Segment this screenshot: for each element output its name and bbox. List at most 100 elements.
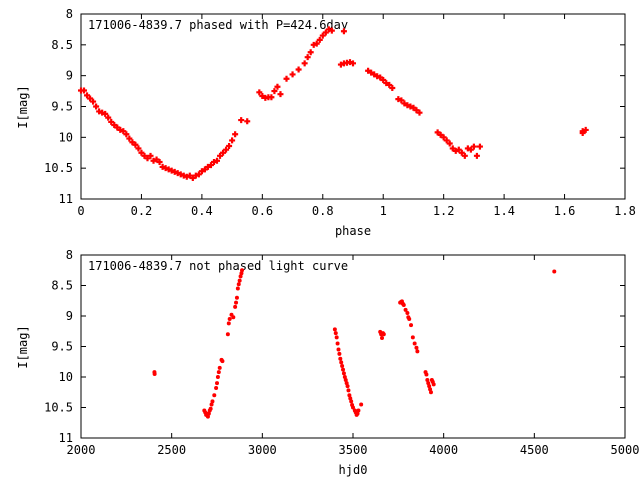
unphased-data-point (235, 286, 240, 291)
phased-x-tick-label: 1.2 (433, 204, 455, 218)
unphased-data-point (216, 370, 221, 375)
unphased-x-tick-label: 2000 (67, 443, 96, 457)
phased-data-point (238, 117, 245, 124)
unphased-data-point (226, 321, 231, 326)
unphased-data-point (415, 349, 420, 354)
unphased-data-point (349, 399, 354, 404)
unphased-data-point (234, 295, 239, 300)
unphased-x-axis-label: hjd0 (339, 463, 368, 477)
phased-data-point (223, 146, 230, 153)
unphased-data-point (217, 365, 222, 370)
unphased-data-point (233, 304, 238, 309)
phased-data-point (446, 140, 453, 147)
phased-data-point (147, 152, 154, 159)
phased-data-point (398, 97, 405, 104)
phased-data-point (476, 143, 483, 150)
unphased-data-point (346, 388, 351, 393)
phased-data-point (156, 159, 163, 165)
unphased-data-point (341, 371, 346, 376)
phased-data-point (207, 162, 214, 169)
phased-plot-title: 171006-4839.7 phased with P=424.6day (88, 18, 348, 32)
phased-light-curve-panel: 171006-4839.7 phased with P=424.6day pha… (16, 7, 636, 238)
unphased-data-point (412, 341, 417, 346)
unphased-y-tick-label: 9 (66, 309, 73, 323)
phased-x-tick-label: 1.4 (493, 204, 515, 218)
phased-data-point (470, 143, 477, 150)
phased-data-point (313, 40, 320, 47)
unphased-data-point (336, 347, 341, 352)
unphased-data-point (208, 406, 213, 411)
unphased-data-point (428, 387, 433, 392)
phased-y-axis-label: I[mag] (16, 85, 30, 128)
unphased-data-point (348, 396, 353, 401)
phased-x-tick-label: 0.4 (191, 204, 213, 218)
phased-data-point (226, 142, 233, 149)
phased-data-point (340, 28, 347, 35)
phased-x-tick-label: 0.2 (131, 204, 153, 218)
unphased-data-point (410, 335, 415, 340)
unphased-data-point (206, 411, 211, 416)
phased-data-point (319, 32, 326, 39)
unphased-data-point (425, 378, 430, 383)
unphased-y-tick-label: 10.5 (44, 401, 73, 415)
phased-data-point (126, 135, 133, 142)
phased-data-point (84, 92, 91, 99)
unphased-data-point (343, 378, 348, 383)
phased-data-point (108, 118, 115, 125)
phased-data-point (87, 95, 94, 102)
unphased-y-tick-label: 11 (59, 431, 73, 445)
phased-data-point (93, 103, 100, 110)
phased-data-point (90, 98, 97, 105)
phased-data-point (268, 94, 275, 101)
unphased-data-point (405, 310, 410, 315)
unphased-data-point (552, 269, 557, 274)
phased-data-point (132, 141, 139, 148)
unphased-y-tick-label: 8 (66, 248, 73, 262)
unphased-data-point (215, 375, 220, 379)
unphased-data-point (231, 315, 236, 320)
unphased-data-point (344, 381, 349, 386)
unphased-data-point (152, 371, 157, 376)
unphased-data-point (209, 402, 214, 407)
unphased-data-point (212, 393, 217, 398)
unphased-data-point (381, 332, 386, 337)
unphased-data-point (356, 408, 361, 413)
phased-data-point (443, 137, 450, 144)
unphased-data-point (340, 364, 345, 369)
phased-data-point (582, 126, 589, 133)
unphased-plot-title: 171006-4839.7 not phased light curve (88, 259, 348, 273)
phased-x-axis-label: phase (335, 224, 371, 238)
phased-data-point (229, 137, 236, 144)
unphased-data-point (347, 393, 352, 398)
phased-data-point (214, 157, 220, 164)
unphased-data-point (236, 282, 241, 287)
phased-data-point (322, 29, 329, 36)
phased-y-tick-label: 8 (66, 7, 73, 21)
phased-data-point (120, 128, 127, 135)
phased-data-point (81, 87, 88, 94)
unphased-data-point (334, 335, 339, 340)
phased-data-point (274, 83, 281, 90)
unphased-x-tick-label: 4000 (429, 443, 458, 457)
unphased-data-point (214, 385, 219, 390)
phased-data-point (244, 118, 251, 125)
unphased-data-point (339, 360, 344, 365)
phased-data-point (195, 171, 202, 178)
phased-data-point (389, 85, 396, 91)
phased-data-points (78, 26, 589, 182)
unphased-data-point (380, 335, 385, 340)
unphased-data-point (225, 332, 230, 337)
unphased-data-point (355, 411, 360, 416)
phased-data-point (458, 149, 465, 156)
unphased-data-point (341, 367, 346, 372)
unphased-data-point (403, 307, 408, 312)
phased-data-point (301, 60, 308, 67)
unphased-data-point (220, 359, 225, 364)
unphased-data-point (409, 323, 414, 328)
phased-x-tick-label: 0.8 (312, 204, 334, 218)
phased-data-point (123, 131, 130, 138)
phased-data-point (440, 134, 447, 141)
phased-data-point (455, 146, 462, 153)
phased-y-tick-label: 11 (59, 192, 73, 206)
phased-data-point (105, 114, 112, 121)
